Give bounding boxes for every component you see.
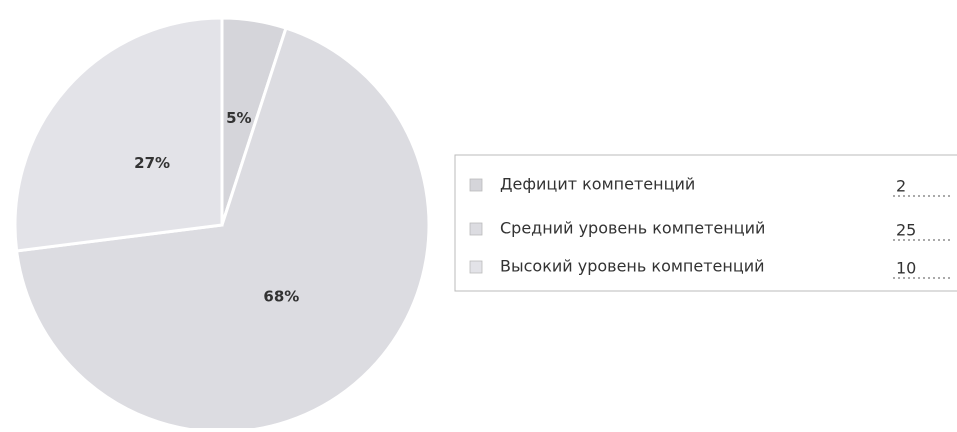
data-label: 5% — [226, 109, 251, 127]
pie-slice — [13, 16, 224, 253]
pie-slice — [14, 26, 431, 432]
legend-count: 2 — [896, 177, 906, 196]
legend-swatch — [469, 222, 483, 236]
legend-label: Высокий уровень компетенций — [500, 257, 765, 276]
legend-swatch — [469, 178, 483, 192]
data-label: 68% — [263, 287, 299, 305]
legend-count: 25 — [896, 221, 916, 240]
legend-swatch — [469, 260, 483, 274]
legend-label: Дефицит компетенций — [500, 175, 695, 194]
legend-count: 10 — [896, 259, 916, 278]
legend-label: Средний уровень компетенций — [500, 219, 765, 238]
legend-box — [454, 154, 957, 292]
data-label: 27% — [134, 154, 170, 172]
